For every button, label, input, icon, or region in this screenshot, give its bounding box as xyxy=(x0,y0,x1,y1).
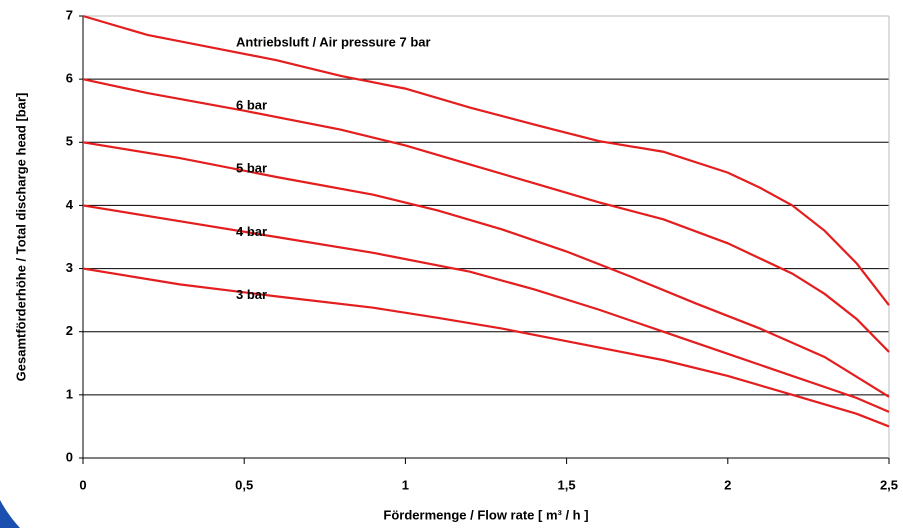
x-tick-label: 0,5 xyxy=(235,477,253,492)
y-tick-label: 2 xyxy=(66,323,73,338)
curve xyxy=(82,78,890,353)
decoration xyxy=(0,500,20,528)
y-tick-label: 7 xyxy=(66,7,73,22)
x-tick-label: 2,5 xyxy=(880,477,898,492)
curve xyxy=(82,141,890,398)
series-label: Antriebsluft / Air pressure 7 bar xyxy=(236,34,431,49)
series-label: 3 bar xyxy=(236,287,267,302)
y-tick-label: 5 xyxy=(66,134,73,149)
series-label: 5 bar xyxy=(236,161,267,176)
x-tick-label: 2 xyxy=(724,477,731,492)
x-axis-label: Fördermenge / Flow rate [ m³ / h ] xyxy=(383,507,588,522)
y-tick-label: 4 xyxy=(66,197,74,212)
y-tick-label: 6 xyxy=(66,71,73,86)
y-tick-label: 1 xyxy=(66,386,73,401)
y-tick-label: 3 xyxy=(66,260,73,275)
curve xyxy=(82,204,890,413)
x-tick-label: 1,5 xyxy=(558,477,576,492)
series-label: 4 bar xyxy=(236,224,267,239)
series-label: 6 bar xyxy=(236,98,267,113)
y-tick-label: 0 xyxy=(66,449,73,464)
curve xyxy=(82,14,890,306)
curve xyxy=(82,267,890,428)
x-tick-label: 1 xyxy=(402,477,409,492)
x-tick-label: 0 xyxy=(79,477,86,492)
y-axis-label: Gesamtförderhöhe / Total discharge head … xyxy=(13,93,28,382)
